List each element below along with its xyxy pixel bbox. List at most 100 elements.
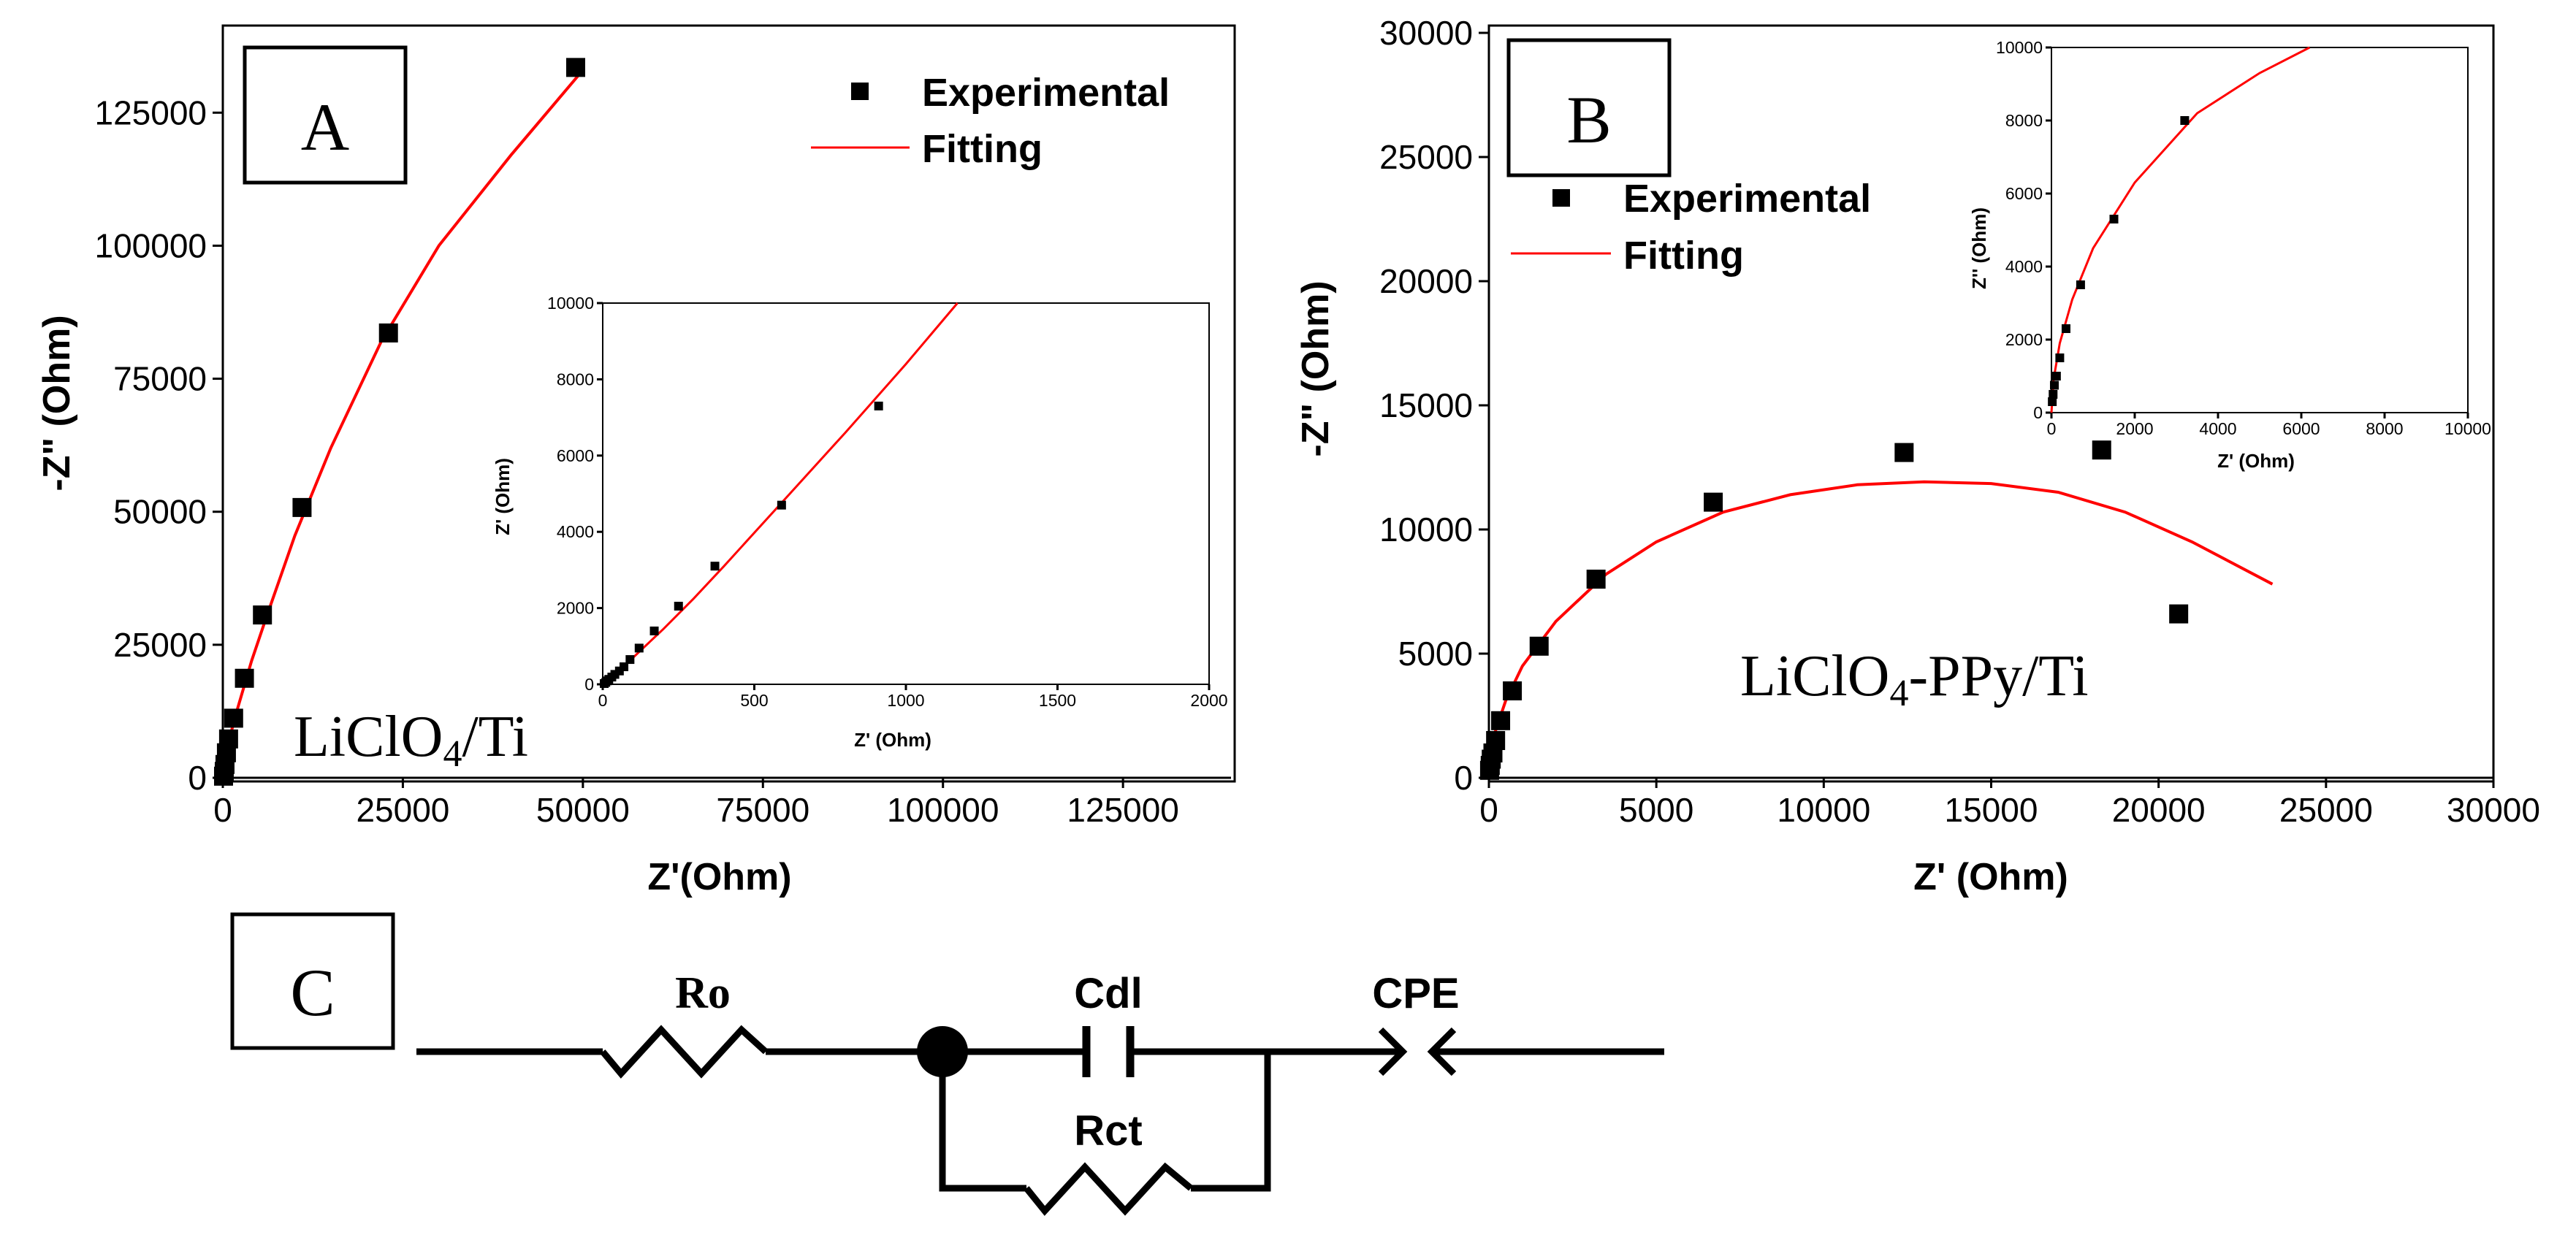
panel-b-inset-x-tick-label: 6000 [2282, 419, 2320, 438]
panel-a-inset-y-axis-label: Z' (Ohm) [492, 458, 514, 535]
panel-b-inset-experimental-point [2055, 353, 2065, 362]
panel-b-inset-experimental-point [2061, 324, 2070, 333]
panel-a-experimental-point [378, 323, 398, 343]
panel-b-sample-subscript: 4 [1889, 673, 1908, 714]
panel-a-sample-name: LiClO [294, 705, 443, 769]
panel-a-inset-x-axis-label: Z' (Ohm) [854, 729, 931, 751]
panel-a-chart: 0 25000 50000 75000 100000 125000025000500007… [36, 24, 1236, 898]
panel-b-inset-experimental-point [2109, 215, 2119, 223]
panel-b-experimental-point [1586, 570, 1606, 589]
panel-a-experimental-point [292, 497, 312, 517]
panel-a-inset-y-tick-label: 0 [584, 675, 594, 694]
panel-c-label: C [290, 955, 335, 1030]
panel-b-inset-experimental-point [2049, 380, 2059, 390]
panel-a-experimental-point [218, 729, 238, 749]
panel-a-inset-experimental-point [634, 643, 644, 653]
panel-b-y-tick-label: 0 [1454, 759, 1473, 797]
panel-a-x-axis-label: Z'(Ohm) [647, 856, 791, 898]
panel-a-inset-y-tick-label: 4000 [557, 522, 594, 541]
panel-a-x-tick-label: 100000 [887, 791, 999, 829]
panel-a-x-tick-label: 25000 [356, 791, 449, 829]
panel-a-x-tick-label: 125000 [1067, 791, 1179, 829]
panel-b-inset-x-tick-label: 8000 [2366, 419, 2403, 438]
panel-b-experimental-point [1486, 731, 1506, 750]
panel-a-x-tick-label: 75000 [716, 791, 809, 829]
circuit-parallel-wire-left [939, 1052, 1026, 1192]
panel-b-chart: 0 5000 10000 15000 20000 25000 300000500010000… [1295, 14, 2540, 898]
panel-b-y-tick-label: 20000 [1379, 262, 1473, 300]
legend-b-experimental-marker [1552, 189, 1570, 207]
panel-b-inset-x-axis-label: Z' (Ohm) [2217, 450, 2295, 472]
panel-b-y-tick-label: 10000 [1379, 510, 1473, 548]
resistor-rct-label: Rct [1074, 1107, 1142, 1155]
circuit-parallel-wire-right [1191, 1052, 1271, 1192]
cpe-label: CPE [1372, 970, 1459, 1017]
panel-b-inset-y-tick-label: 6000 [2005, 184, 2043, 203]
panel-b-inset-experimental-point [2048, 397, 2057, 406]
panel-a-sample-subscript: 4 [443, 733, 462, 775]
panel-a-experimental-point [235, 668, 254, 688]
panel-b-y-tick-label: 15000 [1379, 386, 1473, 424]
panel-a-y-tick-label: 50000 [113, 493, 207, 531]
panel-b-experimental-point [1491, 711, 1511, 730]
panel-b-inset-x-tick-label: 4000 [2199, 419, 2236, 438]
panel-b-x-tick-label: 10000 [1777, 791, 1870, 829]
panel-b-label: B [1566, 83, 1611, 157]
panel-a-inset-x-tick-label: 2000 [1190, 691, 1227, 710]
panel-b-inset-experimental-point [2076, 280, 2085, 289]
panel-b-x-axis-label: Z' (Ohm) [1913, 856, 2068, 898]
panel-b-x-tick-label: 5000 [1619, 791, 1693, 829]
panel-b-inset-experimental-point [2051, 372, 2061, 380]
panel-a-label-box [243, 45, 408, 185]
panel-b-sample-suffix: -PPy/Ti [1908, 644, 2088, 708]
panel-a-sample-suffix: /Ti [462, 705, 528, 769]
panel-b-x-tick-label: 30000 [2447, 791, 2540, 829]
panel-b-experimental-point [1704, 492, 1723, 512]
capacitor-cdl-label: Cdl [1074, 970, 1142, 1017]
resistor-rct-symbol [1024, 1162, 1193, 1216]
panel-a-y-tick-label: 25000 [113, 626, 207, 664]
legend-experimental-label: Experimental [922, 71, 1170, 115]
panel-b-y-tick-label: 30000 [1379, 14, 1473, 52]
equivalent-circuit-diagram: C Ro Cdl CPE Rct [230, 912, 1664, 1216]
cpe-symbol-left [1378, 1027, 1408, 1076]
panel-a-inset-x-tick-label: 0 [598, 691, 608, 710]
legend-b-fitting-label: Fitting [1623, 234, 1744, 278]
panel-b-fitting-curve [1487, 480, 2274, 779]
resistor-ro-symbol [600, 1025, 769, 1079]
panel-a-inset-experimental-point [620, 662, 629, 671]
panel-b-x-tick-label: 25000 [2279, 791, 2373, 829]
panel-a-experimental-point [566, 58, 585, 77]
panel-a-inset-y-tick-label: 10000 [547, 294, 594, 313]
panel-c-label-box [230, 912, 395, 1050]
panel-b-experimental-point [1503, 681, 1523, 700]
panel-a-y-tick-label: 125000 [95, 93, 207, 131]
panel-b-sample-label: LiClO4-PPy/Ti [1740, 644, 2089, 714]
panel-b-inset-y-tick-label: 2000 [2005, 330, 2043, 349]
panel-b-inset-y-tick-label: 0 [2033, 403, 2043, 422]
panel-a-inset-experimental-point [777, 500, 786, 510]
panel-a-y-tick-label: 0 [188, 759, 207, 797]
panel-a-inset-y-tick-label: 8000 [557, 370, 594, 389]
panel-b-sample-name: LiClO [1740, 644, 1889, 708]
panel-a-x-tick-label: 50000 [536, 791, 630, 829]
legend-fitting-label: Fitting [922, 127, 1043, 171]
legend-b-experimental-label: Experimental [1623, 177, 1871, 221]
panel-b-inset-fitting-curve [2050, 46, 2311, 413]
panel-a-inset-y-tick-label: 2000 [557, 599, 594, 618]
panel-b-x-tick-label: 15000 [1945, 791, 2038, 829]
panel-a-inset-y-tick-label: 6000 [557, 446, 594, 465]
panel-b-experimental-point [1529, 636, 1549, 656]
panel-b-inset-x-tick-label: 10000 [2444, 419, 2491, 438]
panel-a-experimental-point [253, 605, 273, 625]
panel-a-experimental-point [224, 708, 243, 728]
panel-b-experimental-point [2092, 440, 2111, 460]
panel-b-experimental-point [2169, 604, 2189, 624]
panel-b-inset-y-axis-label: Z'' (Ohm) [1968, 207, 1990, 289]
panel-a-inset-inset-frame [602, 302, 1210, 685]
panel-a-inset-experimental-point [649, 626, 659, 635]
legend-experimental-marker [851, 83, 869, 100]
panel-a-y-tick-label: 75000 [113, 360, 207, 398]
panel-b-inset-x-tick-label: 0 [2047, 419, 2057, 438]
panel-a-x-tick-label: 0 [213, 791, 232, 829]
